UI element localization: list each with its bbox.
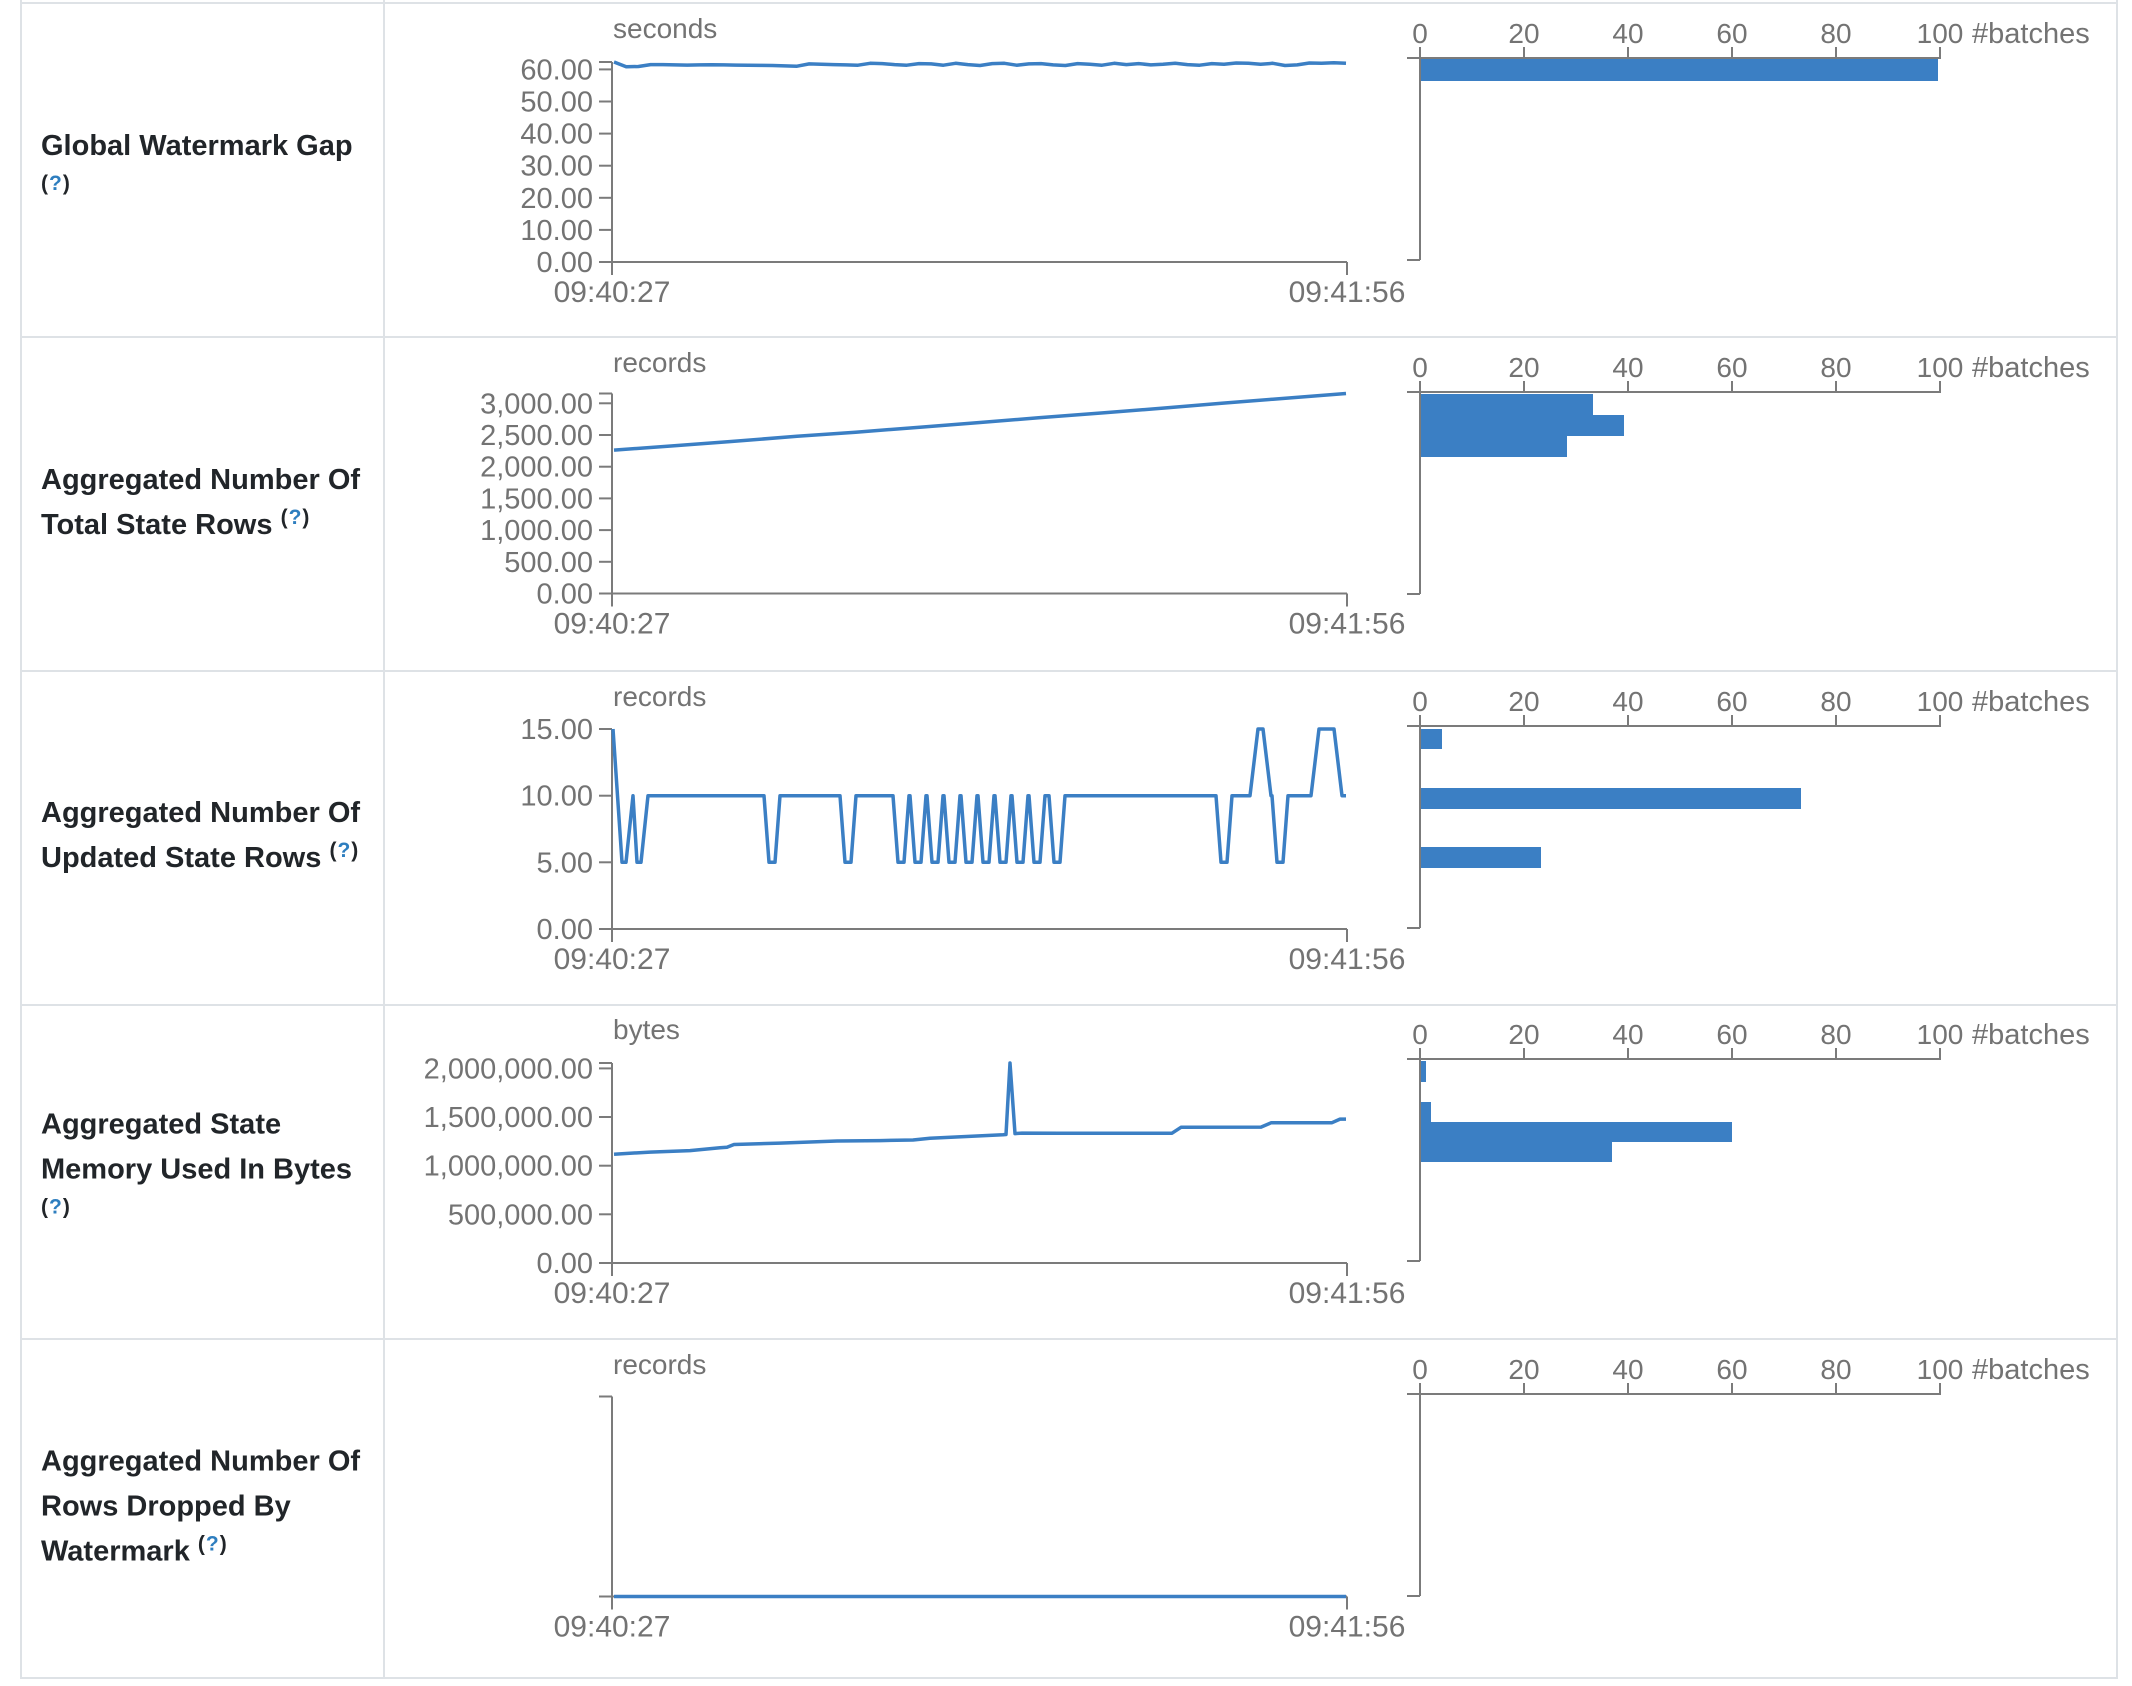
svg-text:3,000.00: 3,000.00 [480,388,593,420]
svg-text:20: 20 [1508,18,1539,49]
svg-text:2,000.00: 2,000.00 [480,452,593,484]
svg-text:#batches: #batches [1972,18,2090,50]
svg-text:40: 40 [1612,686,1643,717]
svg-text:records: records [613,681,706,712]
svg-text:40.00: 40.00 [520,119,593,151]
svg-text:100: 100 [1917,18,1964,49]
svg-text:09:40:27: 09:40:27 [554,276,671,309]
svg-text:09:41:56: 09:41:56 [1289,943,1406,976]
svg-text:records: records [613,347,706,378]
svg-text:20: 20 [1508,686,1539,717]
svg-text:30.00: 30.00 [520,151,593,183]
svg-text:#batches: #batches [1972,352,2090,384]
svg-text:80: 80 [1820,1019,1851,1050]
svg-text:#batches: #batches [1972,1354,2090,1386]
svg-text:60: 60 [1716,18,1747,49]
svg-text:09:41:56: 09:41:56 [1289,1277,1406,1310]
svg-text:500,000.00: 500,000.00 [448,1199,593,1231]
svg-text:20.00: 20.00 [520,183,593,215]
svg-text:20: 20 [1508,352,1539,383]
svg-text:#batches: #batches [1972,686,2090,718]
svg-text:40: 40 [1612,1019,1643,1050]
svg-text:1,500,000.00: 1,500,000.00 [424,1102,593,1134]
svg-text:60: 60 [1716,352,1747,383]
svg-text:0: 0 [1412,352,1428,383]
svg-text:40: 40 [1612,1354,1643,1385]
svg-text:20: 20 [1508,1019,1539,1050]
svg-text:1,000.00: 1,000.00 [480,515,593,547]
svg-text:09:41:56: 09:41:56 [1289,276,1406,309]
svg-text:100: 100 [1917,1019,1964,1050]
svg-text:0: 0 [1412,686,1428,717]
svg-text:80: 80 [1820,352,1851,383]
svg-text:0: 0 [1412,1019,1428,1050]
svg-text:10.00: 10.00 [520,215,593,247]
svg-text:09:40:27: 09:40:27 [554,1277,671,1310]
svg-text:09:40:27: 09:40:27 [554,1611,671,1644]
svg-text:50.00: 50.00 [520,87,593,119]
svg-text:80: 80 [1820,686,1851,717]
svg-text:15.00: 15.00 [520,714,593,746]
svg-text:40: 40 [1612,18,1643,49]
svg-text:80: 80 [1820,18,1851,49]
svg-text:60.00: 60.00 [520,54,593,86]
svg-text:100: 100 [1917,1354,1964,1385]
svg-text:bytes: bytes [613,1014,680,1045]
svg-text:09:40:27: 09:40:27 [554,943,671,976]
svg-text:2,000,000.00: 2,000,000.00 [424,1053,593,1085]
svg-text:100: 100 [1917,686,1964,717]
svg-text:0: 0 [1412,1354,1428,1385]
svg-text:09:41:56: 09:41:56 [1289,1611,1406,1644]
svg-text:60: 60 [1716,1019,1747,1050]
svg-text:0.00: 0.00 [537,579,593,611]
svg-text:5.00: 5.00 [537,847,593,879]
svg-text:0: 0 [1412,18,1428,49]
svg-text:40: 40 [1612,352,1643,383]
svg-text:09:41:56: 09:41:56 [1289,608,1406,641]
svg-text:2,500.00: 2,500.00 [480,420,593,452]
svg-text:records: records [613,1349,706,1380]
svg-text:1,500.00: 1,500.00 [480,483,593,515]
svg-text:20: 20 [1508,1354,1539,1385]
svg-text:60: 60 [1716,686,1747,717]
svg-text:09:40:27: 09:40:27 [554,608,671,641]
svg-text:0.00: 0.00 [537,247,593,279]
svg-text:#batches: #batches [1972,1019,2090,1051]
svg-text:0.00: 0.00 [537,1248,593,1280]
svg-text:0.00: 0.00 [537,914,593,946]
svg-text:500.00: 500.00 [504,547,593,579]
svg-text:100: 100 [1917,352,1964,383]
svg-text:1,000,000.00: 1,000,000.00 [424,1151,593,1183]
svg-text:seconds: seconds [613,13,717,44]
svg-text:80: 80 [1820,1354,1851,1385]
svg-text:10.00: 10.00 [520,781,593,813]
svg-text:60: 60 [1716,1354,1747,1385]
